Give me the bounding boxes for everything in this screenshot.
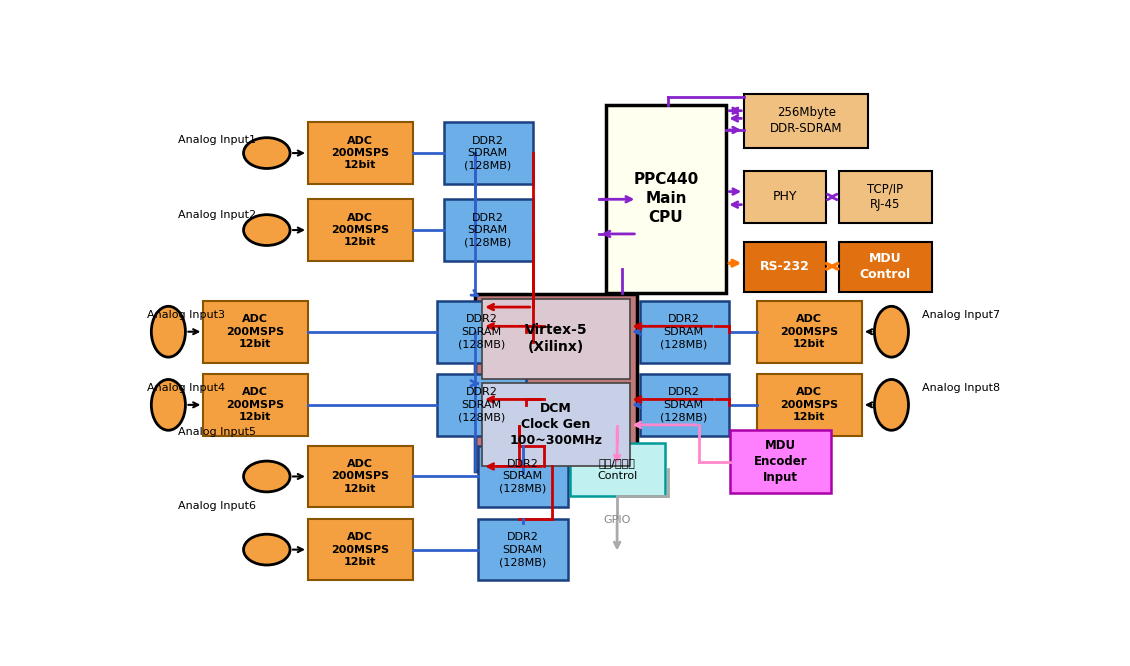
Text: RS-232: RS-232 <box>759 260 809 273</box>
Text: PPC440
Main
CPU: PPC440 Main CPU <box>633 172 698 224</box>
Ellipse shape <box>151 306 185 357</box>
Bar <box>757 301 862 362</box>
Text: ADC
200MSPS
12bit: ADC 200MSPS 12bit <box>780 388 838 422</box>
Bar <box>437 301 527 362</box>
Text: Analog Input7: Analog Input7 <box>922 310 1000 320</box>
Bar <box>483 384 629 466</box>
Text: ADC
200MSPS
12bit: ADC 200MSPS 12bit <box>226 314 285 349</box>
Bar <box>745 242 826 292</box>
Ellipse shape <box>875 306 909 357</box>
Bar <box>307 199 412 261</box>
Ellipse shape <box>244 214 290 246</box>
Bar <box>483 298 629 380</box>
Text: PHY: PHY <box>772 190 797 203</box>
Bar <box>838 170 932 223</box>
Bar <box>475 294 637 471</box>
Text: DDR2
SDRAM
(128MB): DDR2 SDRAM (128MB) <box>499 459 546 494</box>
Text: Analog Input6: Analog Input6 <box>179 501 257 511</box>
Bar <box>443 199 532 261</box>
Text: Analog Input8: Analog Input8 <box>922 383 1000 393</box>
Text: 펄서/리시버
Control: 펄서/리시버 Control <box>597 458 637 481</box>
Ellipse shape <box>244 461 290 492</box>
Bar <box>640 301 729 362</box>
Bar <box>203 374 307 436</box>
Bar <box>307 123 412 184</box>
Text: DDR2
SDRAM
(128MB): DDR2 SDRAM (128MB) <box>499 532 546 567</box>
Text: ADC
200MSPS
12bit: ADC 200MSPS 12bit <box>226 388 285 422</box>
Text: TCP/IP
RJ-45: TCP/IP RJ-45 <box>867 182 903 212</box>
Text: Virtex-5
(Xilinx): Virtex-5 (Xilinx) <box>524 323 588 354</box>
Text: ADC
200MSPS
12bit: ADC 200MSPS 12bit <box>780 314 838 349</box>
Bar <box>607 105 727 293</box>
Bar <box>203 301 307 362</box>
Bar <box>757 374 862 436</box>
Bar <box>443 123 532 184</box>
Bar <box>307 446 412 507</box>
Text: MDU
Encoder
Input: MDU Encoder Input <box>754 440 808 484</box>
Bar <box>640 374 729 436</box>
Text: GPIO: GPIO <box>603 515 631 525</box>
Bar <box>838 242 932 292</box>
Bar <box>478 446 567 507</box>
Text: ADC
200MSPS
12bit: ADC 200MSPS 12bit <box>331 212 389 248</box>
Text: DDR2
SDRAM
(128MB): DDR2 SDRAM (128MB) <box>660 314 707 349</box>
Text: DDR2
SDRAM
(128MB): DDR2 SDRAM (128MB) <box>660 388 707 422</box>
Text: Analog Input1: Analog Input1 <box>179 135 257 145</box>
Ellipse shape <box>244 138 290 168</box>
Text: DDR2
SDRAM
(128MB): DDR2 SDRAM (128MB) <box>464 136 511 170</box>
Text: DDR2
SDRAM
(128MB): DDR2 SDRAM (128MB) <box>464 212 511 248</box>
Text: Analog Input4: Analog Input4 <box>147 383 225 393</box>
Bar <box>478 519 567 581</box>
Bar <box>745 170 826 223</box>
Text: 256Mbyte
DDR-SDRAM: 256Mbyte DDR-SDRAM <box>770 107 843 135</box>
Bar <box>730 430 831 494</box>
Ellipse shape <box>151 380 185 430</box>
Ellipse shape <box>875 380 909 430</box>
Bar <box>745 94 868 148</box>
Text: Analog Input3: Analog Input3 <box>147 310 225 320</box>
Text: ADC
200MSPS
12bit: ADC 200MSPS 12bit <box>331 459 389 494</box>
Text: Analog Input5: Analog Input5 <box>179 427 257 437</box>
Text: Analog Input2: Analog Input2 <box>179 210 257 220</box>
Ellipse shape <box>244 534 290 565</box>
Text: ADC
200MSPS
12bit: ADC 200MSPS 12bit <box>331 136 389 170</box>
Text: DDR2
SDRAM
(128MB): DDR2 SDRAM (128MB) <box>458 388 505 422</box>
Bar <box>437 374 527 436</box>
Text: DCM
Clock Gen
100~300MHz: DCM Clock Gen 100~300MHz <box>510 402 602 448</box>
Text: MDU
Control: MDU Control <box>860 252 911 281</box>
Bar <box>307 519 412 581</box>
Bar <box>570 444 666 496</box>
Text: ADC
200MSPS
12bit: ADC 200MSPS 12bit <box>331 532 389 567</box>
Text: DDR2
SDRAM
(128MB): DDR2 SDRAM (128MB) <box>458 314 505 349</box>
